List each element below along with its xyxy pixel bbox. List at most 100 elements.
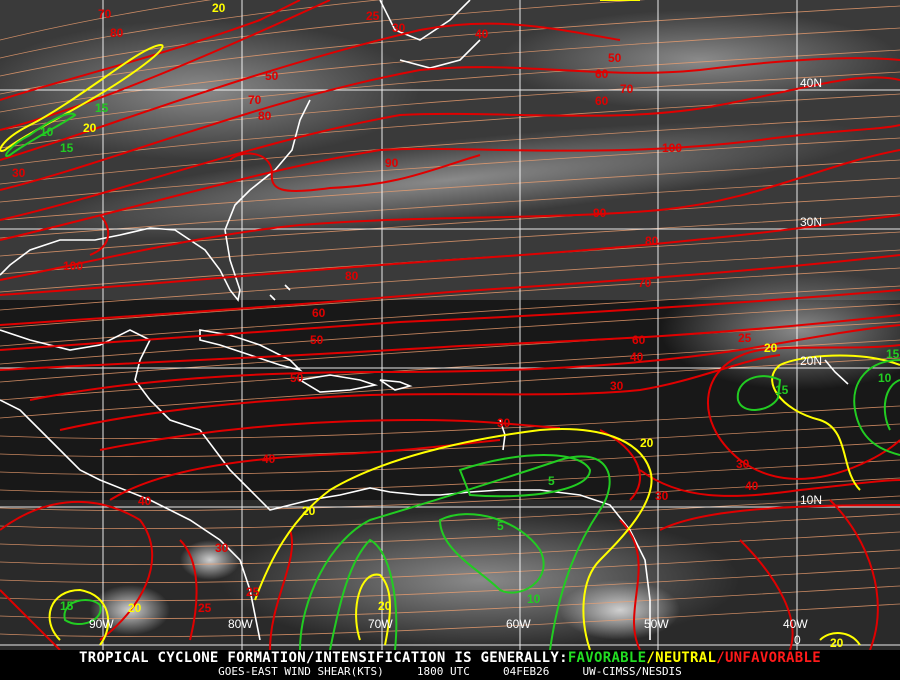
- streamline: [0, 267, 900, 329]
- streamline: [0, 567, 900, 602]
- contour-label-unfavorable: 70: [98, 7, 112, 21]
- longitude-label: 60W: [506, 617, 531, 631]
- contour-label-favorable: 15: [60, 141, 74, 155]
- contour-label-unfavorable: 30: [392, 21, 406, 35]
- contour-label-unfavorable: 50: [265, 69, 279, 83]
- streamline: [0, 357, 900, 419]
- streamline: [0, 115, 900, 185]
- contour-label-favorable: 15: [95, 101, 109, 115]
- unfavorable-label: UNFAVORABLE: [724, 650, 821, 666]
- latitude-label: 20N: [800, 354, 822, 368]
- map-canvas: 90W 80W 70W 60W 50W 40W 40N 30N 20N 10N 0 70 80 20 25…: [0, 0, 900, 650]
- streamline: [0, 5, 900, 95]
- streamline: [0, 405, 900, 440]
- valid-time: 1800 UTC: [416, 665, 470, 678]
- longitude-label: 40W: [783, 617, 808, 631]
- product-info: GOES-EAST WIND SHEAR(KTS) 1800 UTC 04FEB…: [0, 666, 900, 678]
- contour-label-favorable: 10: [40, 125, 54, 139]
- contour-label-neutral: 20: [128, 601, 142, 615]
- contour-label-unfavorable: 60: [595, 67, 609, 81]
- contour-label-unfavorable: 25: [738, 331, 752, 345]
- contour-label-unfavorable: 50: [608, 51, 622, 65]
- streamline: [0, 303, 900, 365]
- contour-label-unfavorable: 30: [215, 541, 229, 555]
- contour-label-unfavorable: 80: [645, 234, 659, 248]
- latitude-label: 10N: [800, 493, 822, 507]
- contour-label-favorable: 10: [527, 592, 541, 606]
- headline: TROPICAL CYCLONE FORMATION/INTENSIFICATI…: [0, 650, 900, 666]
- contour-label-unfavorable: 80: [258, 109, 272, 123]
- streamline: [0, 285, 900, 347]
- contour-label-favorable: 10: [878, 371, 892, 385]
- contour-label-unfavorable: 30: [12, 166, 26, 180]
- streamline: [0, 585, 900, 620]
- contour-label-unfavorable: 50: [310, 333, 324, 347]
- streamline: [0, 0, 646, 77]
- contour-label-neutral: 20: [830, 636, 844, 650]
- headline-prefix: TROPICAL CYCLONE FORMATION/INTENSIFICATI…: [79, 650, 568, 666]
- contour-label-unfavorable: 40: [138, 494, 152, 508]
- contour-label-unfavorable: 80: [345, 269, 359, 283]
- streamline: [0, 71, 900, 149]
- contour-label-unfavorable: 30: [736, 457, 750, 471]
- longitude-label: 70W: [368, 617, 393, 631]
- contour-label-neutral: 20: [212, 1, 226, 15]
- footer-caption: TROPICAL CYCLONE FORMATION/INTENSIFICATI…: [0, 650, 900, 680]
- contour-label-unfavorable: 60: [632, 333, 646, 347]
- contour-label-unfavorable: 70: [248, 93, 262, 107]
- contour-label-unfavorable: 80: [110, 26, 124, 40]
- longitude-label: 50W: [644, 617, 669, 631]
- streamline: [0, 531, 900, 566]
- contour-label-unfavorable: 100: [63, 259, 83, 273]
- data-source: UW-CIMSS/NESDIS: [582, 665, 682, 678]
- streamline: [0, 195, 900, 257]
- streamline: [0, 93, 900, 167]
- streamline: [0, 321, 900, 383]
- valid-date: 04FEB26: [502, 665, 550, 678]
- shear-contours: [0, 0, 900, 650]
- separator: /: [716, 650, 725, 666]
- contour-label-unfavorable: 30: [610, 379, 624, 393]
- streamline: [0, 441, 900, 476]
- favorable-label: FAVORABLE: [567, 650, 647, 666]
- streamline: [0, 0, 382, 59]
- streamline: [0, 0, 213, 41]
- contour-label-favorable: 15: [775, 383, 789, 397]
- streamline: [0, 549, 900, 584]
- streamline: [0, 495, 900, 530]
- neutral-label: NEUTRAL: [655, 650, 717, 666]
- streamline: [0, 249, 900, 311]
- streamline: [0, 137, 900, 203]
- latitude-label: 30N: [800, 215, 822, 229]
- contour-label-unfavorable: 40: [262, 452, 276, 466]
- contour-label-neutral: 20: [764, 341, 778, 355]
- streamline: [0, 459, 900, 494]
- contour-label-favorable: 15: [60, 599, 74, 613]
- contour-label-unfavorable: 50: [290, 371, 304, 385]
- longitude-label: 90W: [89, 617, 114, 631]
- longitude-label: 80W: [228, 617, 253, 631]
- contour-label-neutral: 20: [302, 504, 316, 518]
- contour-label-neutral: 20: [83, 121, 97, 135]
- streamline: [0, 213, 900, 275]
- contour-label-unfavorable: 70: [638, 276, 652, 290]
- contour-label-unfavorable: 30: [655, 489, 669, 503]
- contour-label-unfavorable: 90: [385, 156, 399, 170]
- contour-label-unfavorable: 30: [497, 416, 511, 430]
- contour-label-unfavorable: 60: [312, 306, 326, 320]
- contour-label-favorable: 5: [497, 519, 504, 533]
- contour-label-unfavorable: 40: [745, 479, 759, 493]
- streamline: [0, 603, 900, 638]
- separator: /: [646, 650, 656, 666]
- streamline: [0, 423, 900, 458]
- contour-label-neutral: 20: [640, 436, 654, 450]
- streamline: [0, 477, 900, 512]
- grid-labels: 90W 80W 70W 60W 50W 40W 40N 30N 20N 10N 0: [89, 76, 822, 647]
- contour-label-unfavorable: 40: [475, 27, 489, 41]
- contour-label-favorable: 5: [548, 474, 555, 488]
- latitude-label: 0: [794, 633, 801, 647]
- streamlines: [0, 0, 900, 638]
- contour-label-unfavorable: 25: [366, 9, 380, 23]
